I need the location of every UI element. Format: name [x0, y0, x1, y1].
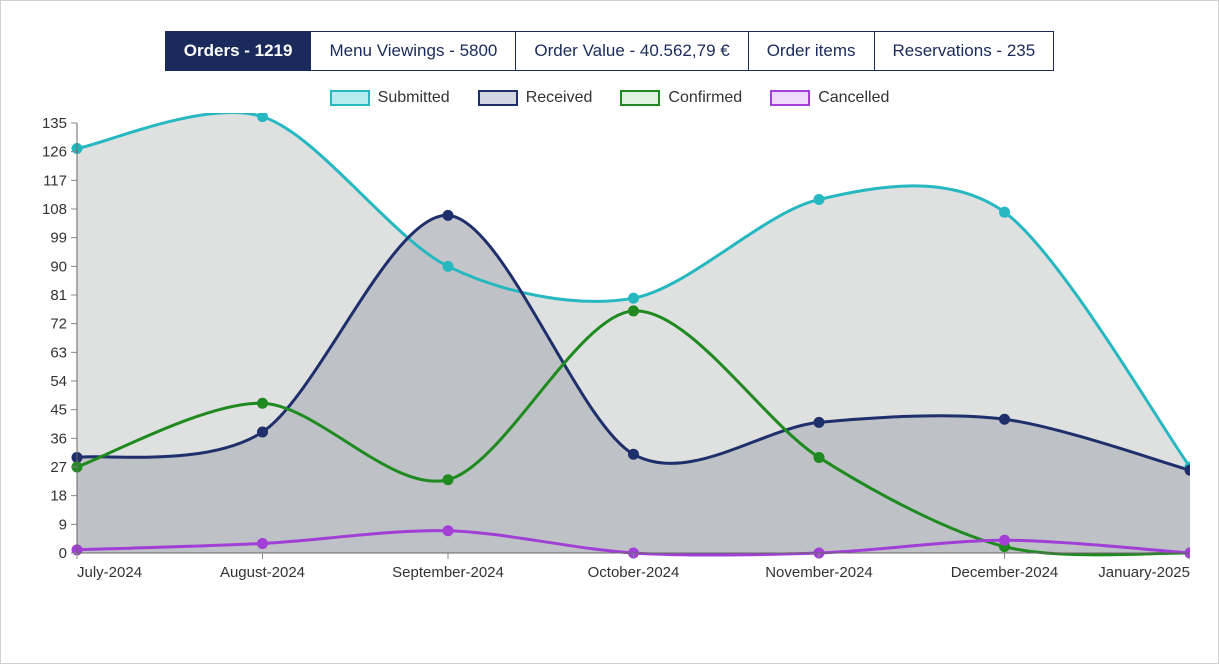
y-label-90: 90: [50, 258, 67, 275]
point-confirmed-4[interactable]: [814, 452, 824, 462]
y-label-108: 108: [42, 201, 67, 218]
point-cancelled-2[interactable]: [443, 526, 453, 536]
legend-label-confirmed: Confirmed: [668, 89, 742, 107]
tab-3[interactable]: Order items: [749, 32, 875, 70]
point-received-4[interactable]: [814, 417, 824, 427]
point-submitted-5[interactable]: [1000, 207, 1010, 217]
metric-tabs: Orders - 1219Menu Viewings - 5800Order V…: [165, 31, 1054, 71]
y-label-0: 0: [59, 545, 67, 562]
y-label-99: 99: [50, 230, 67, 247]
y-label-63: 63: [50, 344, 67, 361]
dashboard-panel: Orders - 1219Menu Viewings - 5800Order V…: [0, 0, 1219, 664]
x-label-5: December-2024: [951, 564, 1059, 581]
x-label-3: October-2024: [588, 564, 680, 581]
legend-item-received[interactable]: Received: [478, 89, 593, 107]
point-confirmed-3[interactable]: [629, 306, 639, 316]
chart-legend: Submitted Received Confirmed Cancelled: [25, 89, 1194, 107]
y-label-135: 135: [42, 115, 67, 132]
legend-label-received: Received: [526, 89, 593, 107]
point-cancelled-1[interactable]: [258, 538, 268, 548]
y-label-54: 54: [50, 373, 67, 390]
y-label-36: 36: [50, 430, 67, 447]
point-submitted-3[interactable]: [629, 293, 639, 303]
legend-item-confirmed[interactable]: Confirmed: [620, 89, 742, 107]
legend-item-submitted[interactable]: Submitted: [330, 89, 450, 107]
x-label-1: August-2024: [220, 564, 305, 581]
y-label-27: 27: [50, 459, 67, 476]
tab-2[interactable]: Order Value - 40.562,79 €: [516, 32, 748, 70]
point-received-2[interactable]: [443, 210, 453, 220]
legend-swatch-submitted: [330, 90, 370, 106]
legend-label-cancelled: Cancelled: [818, 89, 889, 107]
legend-swatch-cancelled: [770, 90, 810, 106]
point-submitted-2[interactable]: [443, 261, 453, 271]
y-label-9: 9: [59, 516, 67, 533]
x-label-2: September-2024: [392, 564, 504, 581]
legend-label-submitted: Submitted: [378, 89, 450, 107]
y-label-126: 126: [42, 144, 67, 161]
y-label-45: 45: [50, 402, 67, 419]
legend-swatch-confirmed: [620, 90, 660, 106]
x-label-6: January-2025: [1098, 564, 1190, 581]
point-received-1[interactable]: [258, 427, 268, 437]
point-received-5[interactable]: [1000, 414, 1010, 424]
point-confirmed-2[interactable]: [443, 475, 453, 485]
tab-1[interactable]: Menu Viewings - 5800: [311, 32, 516, 70]
tab-0[interactable]: Orders - 1219: [166, 32, 312, 70]
point-submitted-4[interactable]: [814, 194, 824, 204]
y-label-72: 72: [50, 316, 67, 333]
point-received-3[interactable]: [629, 449, 639, 459]
legend-swatch-received: [478, 90, 518, 106]
x-label-0: July-2024: [77, 564, 142, 581]
legend-item-cancelled[interactable]: Cancelled: [770, 89, 889, 107]
x-label-4: November-2024: [765, 564, 873, 581]
point-submitted-1[interactable]: [258, 113, 268, 122]
point-confirmed-1[interactable]: [258, 398, 268, 408]
y-label-117: 117: [43, 172, 67, 189]
orders-chart: 0 9 18 27 36 45 54 63 72 81 90 99 108 117 126 135 July-2…: [25, 113, 1190, 593]
chart-area: 0 9 18 27 36 45 54 63 72 81 90 99 108 117 126 135 July-2…: [25, 113, 1194, 593]
tab-4[interactable]: Reservations - 235: [875, 32, 1054, 70]
point-cancelled-5[interactable]: [1000, 535, 1010, 545]
y-label-18: 18: [50, 488, 67, 505]
y-label-81: 81: [50, 287, 67, 304]
